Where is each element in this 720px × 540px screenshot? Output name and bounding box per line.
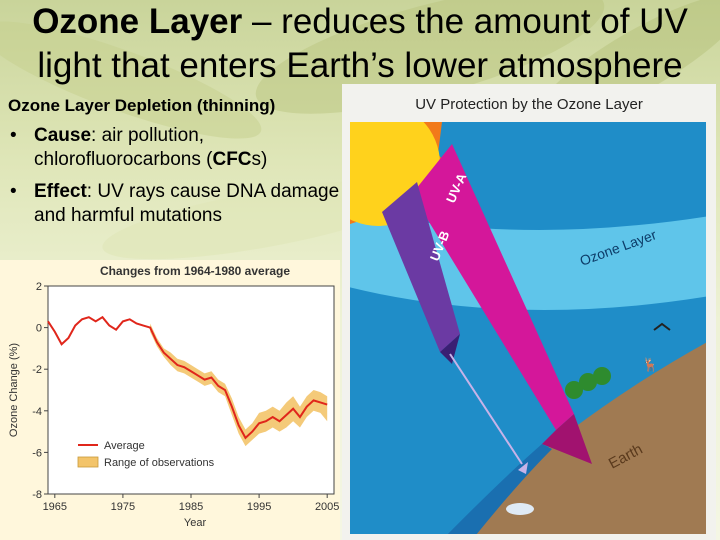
uv-protection-diagram: UV Protection by the Ozone Layer 🦌 UV-B …: [342, 84, 716, 540]
x-tick-label: 1975: [111, 501, 135, 513]
fish-icon: [506, 503, 534, 515]
bullet-dot-icon: •: [10, 125, 17, 146]
diagram-title: UV Protection by the Ozone Layer: [415, 96, 643, 113]
uva-ray-head: [542, 414, 592, 464]
legend-average-label: Average: [104, 440, 145, 452]
bullet-emphasis: CFC: [212, 149, 252, 170]
bird-icon: [653, 322, 671, 331]
trees-icon: [565, 367, 611, 399]
average-line: [47, 315, 328, 440]
bullet-text-end: s): [251, 149, 268, 170]
y-tick-label: 0: [36, 323, 42, 335]
y-tick-label: -2: [32, 364, 42, 376]
title-rest: – reduces the amount of UV light that en…: [37, 2, 688, 85]
bullet-cause: • Cause: air pollution, chlorofluorocarb…: [8, 124, 348, 172]
slide-title: Ozone Layer – reduces the amount of UV l…: [0, 0, 720, 88]
uvb-penetrating-line: [449, 353, 523, 465]
y-tick-label: 2: [36, 281, 42, 293]
legend-range-swatch: [77, 456, 99, 468]
chart-title: Changes from 1964-1980 average: [100, 264, 290, 278]
y-tick-label: -4: [32, 406, 42, 418]
x-tick-label: 1985: [179, 501, 203, 513]
x-tick-label: 2005: [315, 501, 339, 513]
y-tick-label: -8: [32, 489, 42, 501]
legend-range-label: Range of observations: [104, 457, 215, 469]
chart-legend: Average Range of observations: [77, 440, 215, 469]
uvb-ray: [382, 182, 460, 352]
x-tick-label: 1965: [43, 501, 67, 513]
bullet-term: Cause: [34, 125, 92, 146]
y-tick-label: -6: [32, 447, 42, 459]
bullet-effect: • Effect: UV rays cause DNA damage and h…: [8, 180, 348, 228]
x-tick-label: 1995: [247, 501, 271, 513]
bullet-text: : air pollution, chlorofluorocarbons (: [34, 125, 213, 170]
range-band: [150, 323, 328, 447]
uva-ray: [412, 144, 574, 430]
x-axis-label: Year: [184, 517, 207, 529]
bullet-text: : UV rays cause DNA damage and harmful m…: [34, 181, 340, 226]
deer-icon: 🦌: [642, 357, 658, 372]
title-bold: Ozone Layer: [32, 2, 243, 41]
bullet-term: Effect: [34, 181, 87, 202]
bullet-dot-icon: •: [10, 181, 17, 202]
subheading: Ozone Layer Depletion (thinning): [8, 96, 276, 115]
bullet-list: • Cause: air pollution, chlorofluorocarb…: [8, 124, 348, 236]
uvb-ray-tip: [440, 334, 460, 364]
ozone-chart: Changes from 1964-1980 average 2 0 -2 -4 -6 -…: [0, 260, 340, 540]
y-axis-label: Ozone Change (%): [8, 343, 20, 437]
uvb-arrow-head: [518, 462, 528, 474]
